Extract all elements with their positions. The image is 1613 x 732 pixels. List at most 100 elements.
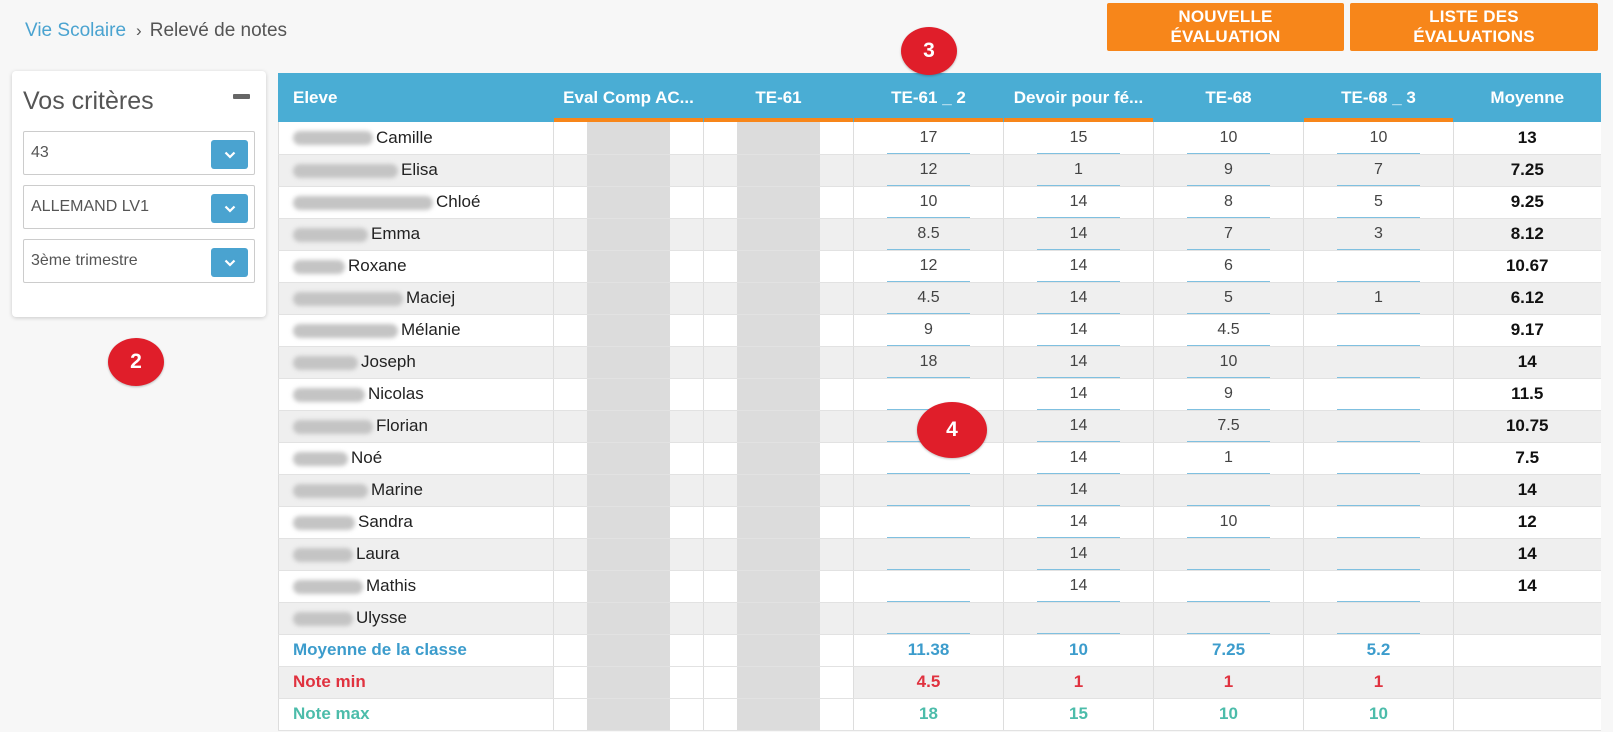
column-header-moyenne[interactable]: Moyenne — [1453, 73, 1601, 122]
grade-cell[interactable]: 1 — [1153, 442, 1304, 475]
subject-select-value: ALLEMAND LV1 — [31, 198, 149, 215]
grade-cell[interactable]: 10 — [1303, 122, 1454, 155]
grade-cell[interactable]: 9 — [1153, 154, 1304, 187]
table-row: Roxane 12 14 6 10.67 — [278, 250, 1601, 283]
grade-cell[interactable] — [1303, 538, 1454, 571]
grade-cell[interactable]: 10 — [1153, 506, 1304, 539]
grade-cell[interactable]: 14 — [1003, 570, 1154, 603]
grade-cell[interactable]: 8.5 — [853, 218, 1004, 251]
disabled-grade-cell — [703, 698, 854, 731]
grade-cell[interactable] — [1303, 506, 1454, 539]
grade-cell[interactable]: 8 — [1153, 186, 1304, 219]
student-name-cell: Chloé — [278, 186, 554, 219]
disabled-grade-cell — [703, 378, 854, 411]
grade-cell[interactable]: 14 — [1003, 506, 1154, 539]
grade-cell[interactable]: 1 — [1303, 282, 1454, 315]
column-header-eleve[interactable]: Eleve — [278, 73, 554, 122]
grade-cell[interactable] — [853, 538, 1004, 571]
subject-select[interactable]: ALLEMAND LV1 — [23, 185, 255, 229]
grade-cell[interactable]: 4.5 — [853, 282, 1004, 315]
min-grade-row: Note min 4.5 1 1 1 — [278, 666, 1601, 699]
grade-cell[interactable]: 14 — [1003, 314, 1154, 347]
grade-cell[interactable] — [1303, 474, 1454, 507]
footer-stat-cell: 11.38 — [853, 634, 1004, 667]
class-select[interactable]: 43 — [23, 131, 255, 175]
chevron-down-icon[interactable] — [211, 140, 248, 169]
column-header-te61[interactable]: TE-61 — [703, 73, 854, 122]
grade-cell[interactable] — [1153, 538, 1304, 571]
evaluation-list-button[interactable]: LISTE DES ÉVALUATIONS — [1350, 3, 1598, 51]
student-name-cell: Joseph — [278, 346, 554, 379]
grade-cell[interactable]: 7.5 — [1153, 410, 1304, 443]
column-header-devoir[interactable]: Devoir pour fé... — [1003, 73, 1154, 122]
grade-cell[interactable] — [1153, 570, 1304, 603]
grade-cell[interactable]: 14 — [1003, 218, 1154, 251]
chevron-down-icon[interactable] — [211, 194, 248, 223]
grade-cell[interactable]: 5 — [1153, 282, 1304, 315]
new-evaluation-button[interactable]: NOUVELLE ÉVALUATION — [1107, 3, 1344, 51]
grade-cell[interactable]: 5 — [1303, 186, 1454, 219]
column-header-te68-3[interactable]: TE-68 _ 3 — [1303, 73, 1454, 122]
grade-cell[interactable]: 9 — [853, 314, 1004, 347]
grade-cell[interactable] — [1003, 602, 1154, 635]
disabled-grade-cell — [553, 538, 704, 571]
grade-cell[interactable]: 6 — [1153, 250, 1304, 283]
grade-cell[interactable] — [853, 570, 1004, 603]
grade-cell[interactable]: 4.5 — [1153, 314, 1304, 347]
column-header-te68[interactable]: TE-68 — [1153, 73, 1304, 122]
grade-cell[interactable]: 14 — [1003, 410, 1154, 443]
grade-cell[interactable]: 14 — [1003, 442, 1154, 475]
grade-cell[interactable]: 10 — [1153, 122, 1304, 155]
period-select[interactable]: 3ème trimestre — [23, 239, 255, 283]
grade-cell[interactable] — [1303, 346, 1454, 379]
chevron-down-icon[interactable] — [211, 248, 248, 277]
grade-cell[interactable]: 12 — [853, 250, 1004, 283]
grade-cell[interactable]: 14 — [1003, 250, 1154, 283]
grade-cell[interactable]: 14 — [1003, 378, 1154, 411]
grade-cell[interactable] — [853, 602, 1004, 635]
footer-empty-cell — [1453, 666, 1601, 699]
student-first-name: Emma — [371, 224, 421, 243]
grade-cell[interactable] — [1303, 314, 1454, 347]
table-row: Camille 17 15 10 10 13 — [278, 122, 1601, 155]
grade-cell[interactable] — [1303, 250, 1454, 283]
grade-cell[interactable] — [1303, 442, 1454, 475]
grade-cell[interactable]: 1 — [1003, 154, 1154, 187]
grade-cell[interactable]: 9 — [1153, 378, 1304, 411]
grade-cell[interactable]: 10 — [853, 186, 1004, 219]
column-header-te61-2[interactable]: TE-61 _ 2 — [853, 73, 1004, 122]
redacted-surname — [293, 611, 353, 626]
grade-cell[interactable] — [853, 378, 1004, 411]
grade-cell[interactable]: 14 — [1003, 282, 1154, 315]
disabled-grade-cell — [553, 122, 704, 155]
table-row: Laura 14 14 — [278, 538, 1601, 571]
redacted-surname — [293, 515, 355, 530]
disabled-grade-cell — [703, 154, 854, 187]
grade-cell[interactable]: 7 — [1153, 218, 1304, 251]
grade-cell[interactable] — [1303, 410, 1454, 443]
grade-cell[interactable]: 14 — [1003, 538, 1154, 571]
grade-cell[interactable]: 14 — [1003, 474, 1154, 507]
grade-cell[interactable]: 14 — [1003, 346, 1154, 379]
grade-cell[interactable] — [853, 506, 1004, 539]
grade-cell[interactable]: 3 — [1303, 218, 1454, 251]
collapse-icon[interactable] — [233, 94, 250, 99]
grade-cell[interactable] — [1303, 378, 1454, 411]
disabled-grade-cell — [553, 282, 704, 315]
column-header-eval-comp[interactable]: Eval Comp AC... — [553, 73, 704, 122]
grade-cell[interactable] — [1303, 570, 1454, 603]
grade-cell[interactable]: 14 — [1003, 186, 1154, 219]
disabled-grade-cell — [553, 442, 704, 475]
breadcrumb-link-vie-scolaire[interactable]: Vie Scolaire — [25, 20, 127, 41]
grade-cell[interactable] — [1153, 474, 1304, 507]
grade-cell[interactable] — [853, 474, 1004, 507]
grade-cell[interactable]: 10 — [1153, 346, 1304, 379]
grade-cell[interactable]: 7 — [1303, 154, 1454, 187]
grade-cell[interactable] — [1153, 602, 1304, 635]
grade-cell[interactable] — [1303, 602, 1454, 635]
grade-cell[interactable]: 18 — [853, 346, 1004, 379]
footer-stat-cell: 5.2 — [1303, 634, 1454, 667]
grade-cell[interactable]: 12 — [853, 154, 1004, 187]
grade-cell[interactable]: 17 — [853, 122, 1004, 155]
grade-cell[interactable]: 15 — [1003, 122, 1154, 155]
